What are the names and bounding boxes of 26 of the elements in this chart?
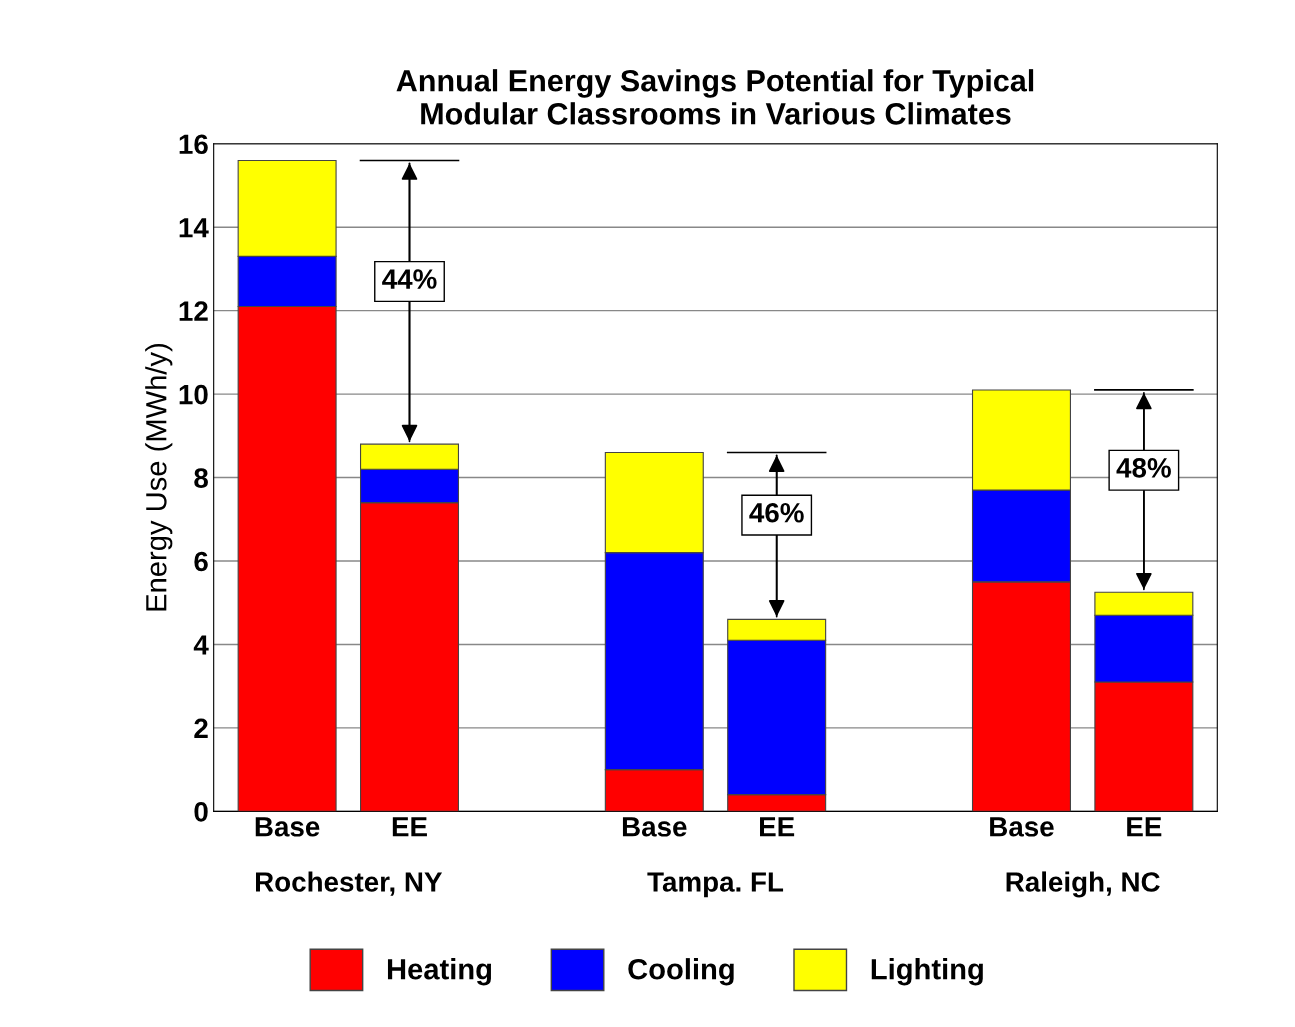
x-tick-label: Base bbox=[622, 817, 687, 837]
legend-label: Heating bbox=[387, 958, 492, 986]
annotation: 46% bbox=[749, 502, 804, 523]
legend-label: Cooling bbox=[628, 958, 734, 986]
annotation: 44% bbox=[382, 269, 437, 289]
x-tick-label: Base bbox=[255, 817, 320, 837]
legend-label: Lighting bbox=[871, 958, 983, 986]
y-tick-label: 8 bbox=[194, 468, 208, 488]
y-tick-label: 14 bbox=[179, 218, 209, 238]
y-tick-label: 0 bbox=[194, 802, 208, 822]
text: Tampa. FL bbox=[647, 872, 784, 898]
x-tick-label: EE bbox=[1127, 817, 1162, 837]
x-tick-label: EE bbox=[392, 817, 427, 837]
chart-title: Annual Energy Savings Potential for Typical Modular Classrooms in Various Climates bbox=[396, 69, 1034, 125]
text: Rochester, NY bbox=[256, 871, 443, 896]
y-tick-label: 4 bbox=[193, 635, 209, 655]
x-tick-label: EE bbox=[760, 817, 795, 837]
y-tick-label: 6 bbox=[194, 551, 208, 572]
y-tick-label: 10 bbox=[179, 384, 208, 405]
y-tick-label: 12 bbox=[179, 301, 208, 321]
text: Raleigh, NC bbox=[1006, 871, 1160, 898]
y-axis-title: Energy Use (MWh/y) bbox=[145, 344, 173, 611]
y-tick-label: 2 bbox=[194, 718, 208, 738]
x-tick-label: Base bbox=[990, 817, 1054, 837]
y-tick-label: 16 bbox=[179, 134, 208, 155]
annotation: 48% bbox=[1116, 458, 1171, 478]
